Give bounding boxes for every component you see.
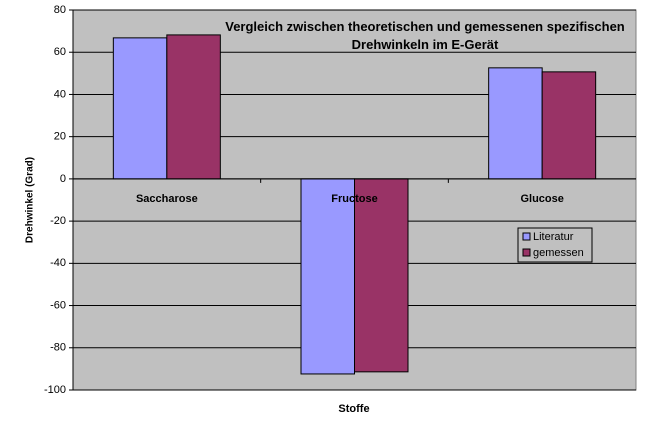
y-tick-label: -80 xyxy=(50,342,66,354)
y-tick-label: -40 xyxy=(50,257,66,269)
x-tick-label: Glucose xyxy=(520,193,563,205)
y-tick-label: 0 xyxy=(60,173,66,185)
bar xyxy=(488,67,543,180)
x-tick-label: Saccharose xyxy=(136,193,198,205)
bar xyxy=(541,71,597,180)
bar xyxy=(354,178,409,373)
x-tick-label: Fructose xyxy=(331,193,377,205)
chart-title: Vergleich zwischen theoretischen und gem… xyxy=(225,19,625,52)
bar xyxy=(166,34,221,180)
y-tick-label: -20 xyxy=(50,215,66,227)
bar xyxy=(300,178,355,375)
legend-swatch xyxy=(522,232,531,241)
y-tick-label: 80 xyxy=(54,4,66,16)
y-tick-label: -100 xyxy=(44,384,66,396)
legend-label: gemessen xyxy=(533,247,584,259)
x-axis-title: Stoffe xyxy=(338,403,369,415)
y-axis-title: Drehwinkel (Grad) xyxy=(25,157,36,243)
legend-label: Literatur xyxy=(533,231,574,243)
y-tick-label: -60 xyxy=(50,299,66,311)
legend-swatch xyxy=(522,248,531,257)
y-tick-label: 60 xyxy=(54,46,66,58)
bar xyxy=(112,37,168,180)
y-tick-label: 40 xyxy=(54,88,66,100)
y-tick-label: 20 xyxy=(54,131,66,143)
